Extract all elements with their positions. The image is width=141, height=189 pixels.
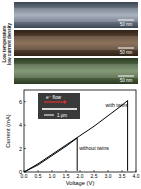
- x-tick: [136, 170, 137, 172]
- scale-label: 50 nm: [120, 50, 133, 55]
- y-tick-label: 6: [19, 99, 22, 105]
- y-tick: [24, 148, 26, 149]
- flow-arrow: [44, 101, 64, 102]
- inset-nanowire: [42, 108, 77, 110]
- y-tick-label: 4: [19, 122, 22, 128]
- y-tick: [24, 101, 26, 102]
- inset: [38, 93, 80, 119]
- y-tick: [24, 125, 26, 126]
- x-tick: [52, 170, 53, 172]
- side-label-line: low current density: [7, 22, 12, 65]
- flow-arrowhead: [64, 100, 67, 104]
- x-tick: [94, 170, 95, 172]
- x-tick: [80, 170, 81, 172]
- micrograph: [14, 30, 138, 56]
- y-axis-label: Current (mA): [5, 114, 11, 148]
- y-tick-label: 2: [19, 146, 22, 152]
- figure: 50 nm 50 nm 50 nm Low temperaturelow curren…: [0, 0, 141, 189]
- scale-bar: [118, 20, 134, 21]
- scale-label: 50 nm: [120, 78, 133, 83]
- inset-scale-bar: [44, 115, 54, 116]
- series-line: [24, 101, 128, 172]
- x-tick-label: 3.0: [105, 173, 112, 179]
- x-tick-label: 2.5: [91, 173, 98, 179]
- series-label: without twins: [79, 145, 109, 151]
- x-tick: [66, 170, 67, 172]
- scale-bar: [118, 48, 134, 49]
- nanowire: [14, 8, 138, 22]
- x-tick: [38, 170, 39, 172]
- x-tick-label: 2.0: [77, 173, 84, 179]
- x-tick: [122, 170, 123, 172]
- series-line: [24, 138, 77, 172]
- micrograph: [14, 58, 138, 84]
- plot-frame: [24, 90, 136, 172]
- x-tick-label: 1.0: [49, 173, 56, 179]
- nanowire: [14, 64, 138, 78]
- side-label: Low temperaturelow current density: [2, 22, 12, 65]
- scale-bar: [118, 76, 134, 77]
- x-tick-label: 1.5: [63, 173, 70, 179]
- scale-label: 50 nm: [120, 22, 133, 27]
- x-tick-label: 4.0: [133, 173, 140, 179]
- x-tick-label: 3.5: [119, 173, 126, 179]
- x-axis-label: Voltage (V): [66, 180, 95, 186]
- x-tick: [108, 170, 109, 172]
- annotation: 1 μm: [57, 113, 67, 118]
- lines: [24, 101, 128, 172]
- series-label: with twins: [106, 102, 129, 108]
- micrograph: [14, 2, 138, 28]
- x-tick-label: 0.5: [35, 173, 42, 179]
- annotation: e⁻ flow: [46, 95, 62, 100]
- nanowire: [14, 36, 138, 50]
- y-tick-label: 0: [19, 169, 22, 175]
